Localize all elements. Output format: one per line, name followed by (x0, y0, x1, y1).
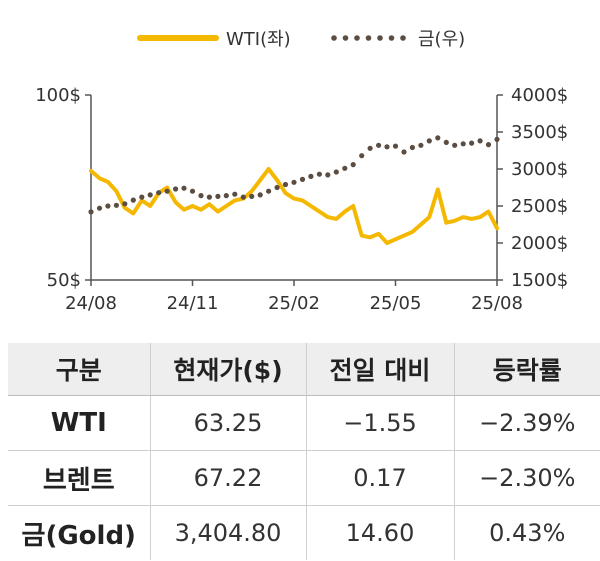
cell-change: 14.60 (305, 505, 454, 560)
x-axis-tick-label: 25/08 (471, 293, 523, 314)
gold-series-point (164, 188, 170, 194)
gold-series-point (384, 144, 390, 150)
right-axis-tick-label: 3500$ (511, 122, 568, 143)
left-axis-tick-label: 50$ (47, 270, 81, 291)
row-label-wti: WTI (8, 395, 150, 451)
chart-axes: 100$ 50$ 4000$ 3500$ 3000$ 2500$ 2000$ 1500$ 24/… (35, 85, 568, 314)
x-axis-tick-label: 24/08 (65, 293, 117, 314)
gold-series-point (122, 201, 128, 207)
gold-series-point (460, 141, 466, 147)
row-label-gold: 금(Gold) (21, 520, 136, 551)
gold-series-point (452, 142, 458, 148)
gold-series-point (232, 191, 238, 197)
legend-swatch-gold-dot (365, 35, 372, 41)
gold-series-point (249, 193, 255, 199)
legend-swatch-gold-dot (331, 35, 337, 41)
table-row: 브렌트 67.22 0.17 −2.30% (8, 450, 600, 506)
header-category: 구분 (8, 343, 150, 396)
gold-series-point (494, 136, 500, 142)
x-axis-tick-label: 25/02 (268, 293, 320, 314)
gold-series-point (215, 193, 221, 199)
right-axis-tick-label: 2000$ (511, 233, 568, 254)
header-change: 전일 대비 (305, 343, 454, 396)
gold-series-point (240, 194, 246, 200)
cell-current-price: 3,404.80 (149, 505, 306, 560)
gold-series-point (96, 205, 103, 211)
right-axis-tick-label: 2500$ (511, 196, 568, 217)
gold-series-point (426, 138, 432, 144)
gold-series-point (325, 172, 331, 178)
gold-series-point (392, 143, 399, 149)
right-axis-tick-label: 1500$ (511, 270, 568, 291)
gold-series-point (206, 194, 212, 200)
gold-series-point (350, 162, 356, 168)
gold-series-point (223, 193, 229, 199)
gold-series-point (477, 138, 483, 144)
legend-label-gold: 금(우) (418, 29, 465, 50)
gold-series-point (435, 135, 441, 141)
right-axis-tick-label: 3000$ (511, 159, 568, 180)
gold-series-point (299, 176, 306, 182)
gold-series-point (130, 197, 136, 203)
cell-change: −1.55 (305, 395, 454, 451)
gold-series-point (409, 144, 415, 151)
gold-series-point (147, 192, 153, 198)
table-header-row: 구분 현재가($) 전일 대비 등락률 (8, 343, 600, 396)
gold-series-point (198, 193, 204, 199)
gold-series-point (401, 149, 407, 155)
legend-label-wti: WTI(좌) (226, 29, 291, 50)
legend-swatch-gold-dot (388, 35, 395, 41)
gold-series-point (418, 142, 424, 148)
gold-series-point (113, 202, 119, 208)
header-current-price: 현재가($) (149, 343, 306, 396)
gold-series-point (308, 173, 314, 179)
legend-swatch-gold-dot (342, 35, 349, 41)
gold-series-point (469, 140, 475, 146)
gold-series-point (342, 165, 348, 171)
gold-series-point (139, 194, 145, 200)
cell-change-rate: 0.43% (453, 505, 600, 560)
gold-series-point (105, 203, 111, 209)
gold-series-point (266, 188, 272, 194)
left-axis-tick-label: 100$ (35, 85, 81, 106)
gold-series-point (88, 209, 94, 215)
x-axis-tick-label: 24/11 (167, 293, 219, 314)
legend-swatch-gold-dot (400, 35, 406, 41)
x-axis-tick-label: 25/05 (370, 293, 422, 314)
gold-series-point (291, 179, 297, 185)
cell-change: 0.17 (305, 450, 454, 506)
legend-swatch-gold-dot (354, 35, 360, 41)
gold-series-point (173, 186, 179, 192)
gold-series-point (156, 190, 162, 196)
price-summary-table: 구분 현재가($) 전일 대비 등락률 WTI 63.25 −1.55 −2.3… (8, 343, 600, 560)
row-label-brent: 브렌트 (8, 450, 150, 506)
table-row: WTI 63.25 −1.55 −2.39% (8, 395, 600, 451)
gold-series-point (257, 192, 263, 198)
gold-series-point (359, 153, 365, 159)
right-axis-tick-label: 4000$ (511, 85, 568, 106)
cell-change-rate: −2.39% (453, 395, 600, 451)
legend-swatch-gold-dot (377, 35, 383, 41)
gold-series-point (367, 145, 373, 151)
chart-series (88, 135, 500, 245)
price-chart: WTI(좌) 금(우) 100$ 50$ 4000$ 3500$ 3000$ 2500$ 20… (35, 29, 568, 314)
gold-series-point (316, 171, 322, 177)
gold-series-point (274, 184, 280, 191)
gold-series-point (485, 142, 492, 148)
header-change-rate: 등락률 (453, 343, 600, 396)
cell-change-rate: −2.30% (453, 450, 600, 506)
gold-series-point (376, 142, 382, 148)
gold-series-point (181, 185, 187, 191)
gold-series-point (189, 188, 196, 194)
table-row: 금(Gold) 3,404.80 14.60 0.43% (8, 505, 600, 560)
gold-series-point (443, 139, 449, 145)
gold-series-point (333, 169, 339, 175)
gold-series-point (282, 181, 289, 188)
cell-current-price: 67.22 (149, 450, 306, 506)
cell-current-price: 63.25 (149, 395, 306, 451)
chart-legend: WTI(좌) 금(우) (137, 29, 465, 50)
